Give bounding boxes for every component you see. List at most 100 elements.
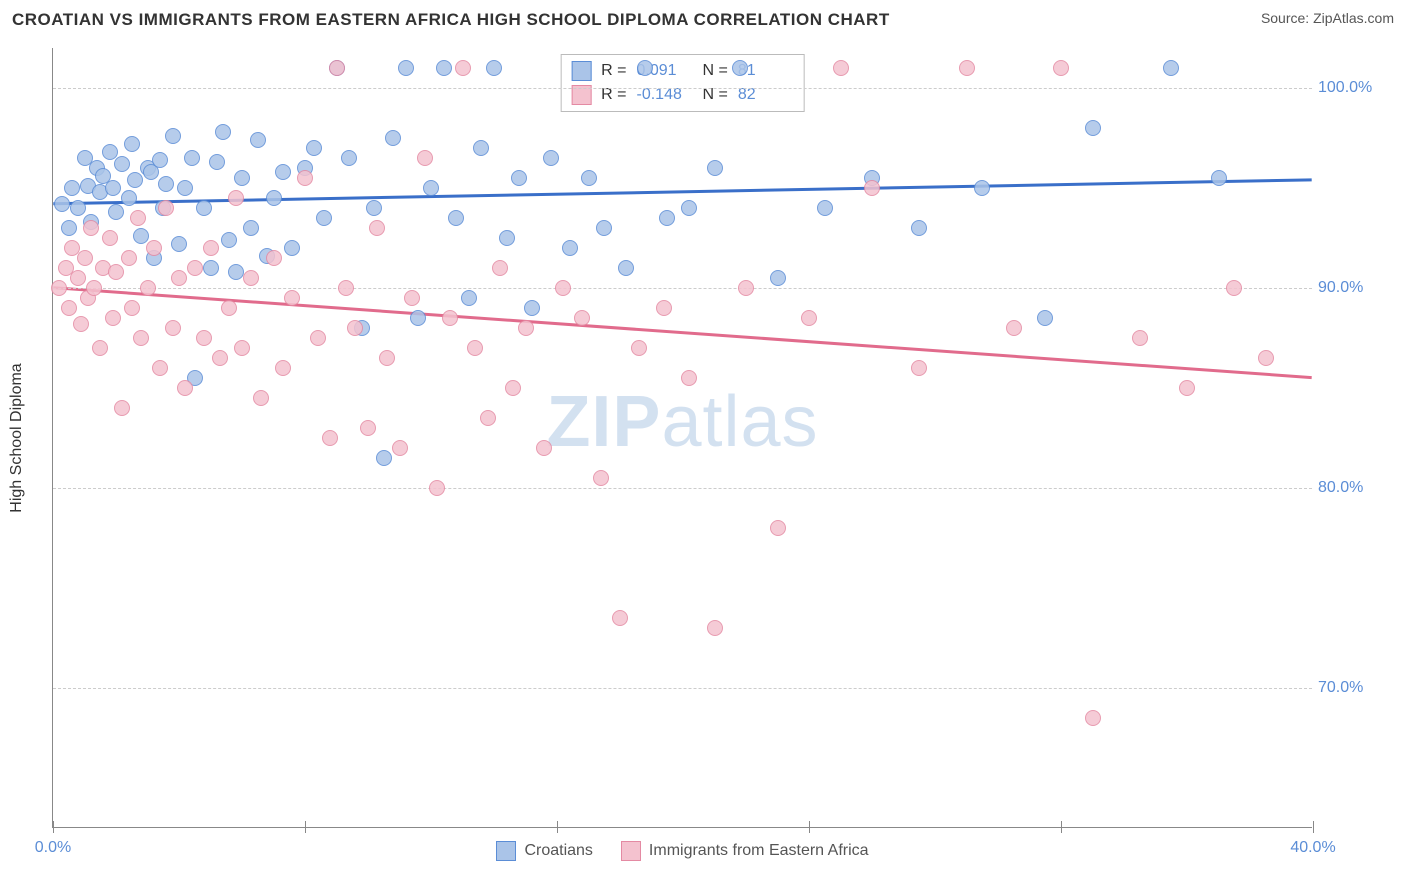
- data-point-immigrants: [121, 250, 137, 266]
- data-point-croatians: [196, 200, 212, 216]
- legend-stat-row-croatians: R =0.091N =81: [571, 59, 794, 83]
- data-point-immigrants: [297, 170, 313, 186]
- data-point-immigrants: [360, 420, 376, 436]
- data-point-immigrants: [429, 480, 445, 496]
- data-point-immigrants: [114, 400, 130, 416]
- data-point-croatians: [817, 200, 833, 216]
- x-tick: [1313, 821, 1314, 833]
- data-point-croatians: [203, 260, 219, 276]
- x-tick: [53, 821, 54, 833]
- data-point-immigrants: [770, 520, 786, 536]
- legend-stat-row-immigrants: R =-0.148N =82: [571, 83, 794, 107]
- data-point-croatians: [108, 204, 124, 220]
- data-point-croatians: [275, 164, 291, 180]
- data-point-croatians: [974, 180, 990, 196]
- data-point-immigrants: [196, 330, 212, 346]
- data-point-immigrants: [212, 350, 228, 366]
- data-point-immigrants: [492, 260, 508, 276]
- data-point-croatians: [681, 200, 697, 216]
- data-point-croatians: [410, 310, 426, 326]
- data-point-immigrants: [177, 380, 193, 396]
- y-tick-label: 70.0%: [1318, 679, 1390, 697]
- gridline-h: [53, 488, 1312, 489]
- data-point-immigrants: [555, 280, 571, 296]
- data-point-immigrants: [631, 340, 647, 356]
- data-point-immigrants: [310, 330, 326, 346]
- data-point-immigrants: [165, 320, 181, 336]
- chart-title: CROATIAN VS IMMIGRANTS FROM EASTERN AFRI…: [12, 10, 890, 30]
- data-point-immigrants: [1226, 280, 1242, 296]
- source-link[interactable]: ZipAtlas.com: [1313, 10, 1394, 26]
- data-point-immigrants: [275, 360, 291, 376]
- data-point-croatians: [221, 232, 237, 248]
- data-point-immigrants: [86, 280, 102, 296]
- y-tick-label: 80.0%: [1318, 479, 1390, 497]
- legend-stats: R =0.091N =81R =-0.148N =82: [560, 54, 805, 112]
- data-point-immigrants: [392, 440, 408, 456]
- data-point-croatians: [54, 196, 70, 212]
- data-point-croatians: [543, 150, 559, 166]
- data-point-croatians: [376, 450, 392, 466]
- data-point-immigrants: [243, 270, 259, 286]
- data-point-croatians: [659, 210, 675, 226]
- x-tick: [809, 821, 810, 833]
- data-point-croatians: [486, 60, 502, 76]
- data-point-croatians: [152, 152, 168, 168]
- data-point-immigrants: [51, 280, 67, 296]
- data-point-immigrants: [83, 220, 99, 236]
- legend-label-croatians: Croatians: [524, 842, 592, 860]
- gridline-h: [53, 688, 1312, 689]
- data-point-immigrants: [102, 230, 118, 246]
- data-point-croatians: [581, 170, 597, 186]
- data-point-croatians: [1211, 170, 1227, 186]
- trend-lines: [53, 48, 1312, 827]
- data-point-croatians: [562, 240, 578, 256]
- data-point-croatians: [707, 160, 723, 176]
- x-tick: [305, 821, 306, 833]
- data-point-croatians: [70, 200, 86, 216]
- data-point-croatians: [511, 170, 527, 186]
- data-point-croatians: [732, 60, 748, 76]
- data-point-croatians: [171, 236, 187, 252]
- data-point-croatians: [105, 180, 121, 196]
- data-point-immigrants: [187, 260, 203, 276]
- data-point-immigrants: [124, 300, 140, 316]
- data-point-immigrants: [130, 210, 146, 226]
- data-point-croatians: [461, 290, 477, 306]
- data-point-croatians: [165, 128, 181, 144]
- data-point-croatians: [61, 220, 77, 236]
- data-point-croatians: [1037, 310, 1053, 326]
- gridline-h: [53, 288, 1312, 289]
- n-label: N =: [703, 62, 728, 80]
- data-point-immigrants: [505, 380, 521, 396]
- data-point-croatians: [177, 180, 193, 196]
- data-point-immigrants: [536, 440, 552, 456]
- data-point-immigrants: [404, 290, 420, 306]
- data-point-immigrants: [203, 240, 219, 256]
- plot-area: High School Diploma ZIPatlas R =0.091N =…: [52, 48, 1312, 828]
- data-point-croatians: [436, 60, 452, 76]
- data-point-immigrants: [329, 60, 345, 76]
- data-point-immigrants: [105, 310, 121, 326]
- data-point-immigrants: [234, 340, 250, 356]
- data-point-immigrants: [593, 470, 609, 486]
- data-point-immigrants: [480, 410, 496, 426]
- data-point-croatians: [158, 176, 174, 192]
- data-point-immigrants: [108, 264, 124, 280]
- data-point-croatians: [209, 154, 225, 170]
- data-point-immigrants: [1258, 350, 1274, 366]
- data-point-immigrants: [92, 340, 108, 356]
- data-point-croatians: [133, 228, 149, 244]
- data-point-croatians: [243, 220, 259, 236]
- data-point-immigrants: [322, 430, 338, 446]
- r-label: R =: [601, 62, 626, 80]
- data-point-croatians: [524, 300, 540, 316]
- data-point-immigrants: [959, 60, 975, 76]
- data-point-croatians: [266, 190, 282, 206]
- data-point-croatians: [102, 144, 118, 160]
- data-point-croatians: [124, 136, 140, 152]
- data-point-immigrants: [266, 250, 282, 266]
- data-point-immigrants: [574, 310, 590, 326]
- data-point-croatians: [596, 220, 612, 236]
- data-point-immigrants: [77, 250, 93, 266]
